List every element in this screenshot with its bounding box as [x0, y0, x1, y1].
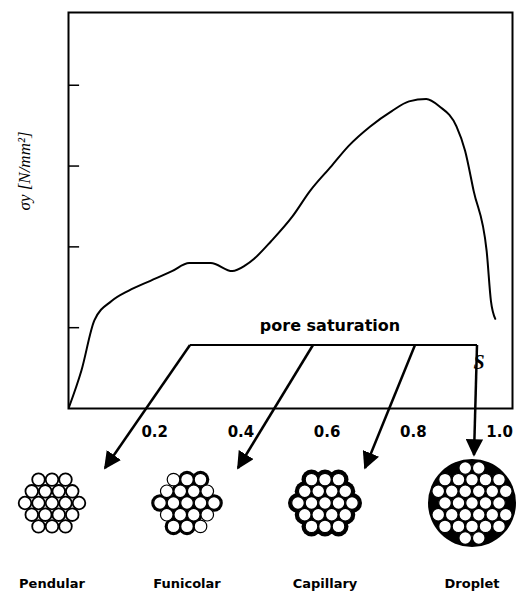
- svg-text:σy [N/mm²]: σy [N/mm²]: [15, 131, 34, 210]
- svg-text:Funicolar: Funicolar: [153, 576, 221, 591]
- svg-text:Capillary: Capillary: [293, 576, 358, 591]
- svg-text:0.4: 0.4: [228, 423, 255, 441]
- svg-text:Pendular: Pendular: [19, 576, 85, 591]
- svg-text:1.0: 1.0: [486, 423, 513, 441]
- svg-text:0.6: 0.6: [314, 423, 341, 441]
- svg-text:Droplet: Droplet: [445, 576, 500, 591]
- svg-text:S: S: [473, 351, 484, 373]
- svg-text:0.2: 0.2: [141, 423, 168, 441]
- svg-text:pore saturation: pore saturation: [260, 316, 400, 335]
- svg-text:0.8: 0.8: [400, 423, 427, 441]
